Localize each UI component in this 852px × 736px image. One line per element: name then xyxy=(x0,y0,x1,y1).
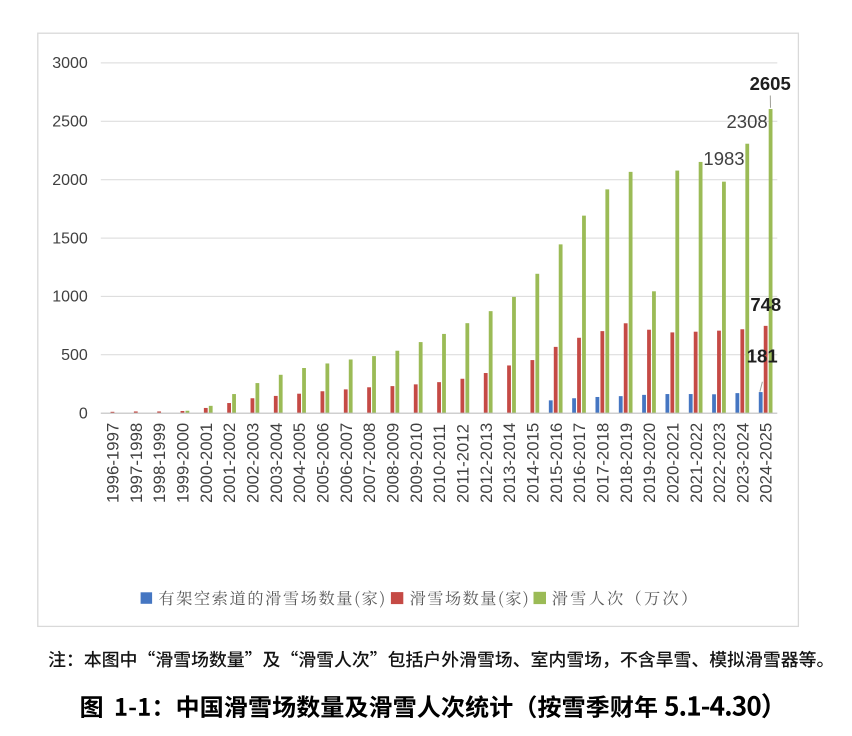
svg-text:2002-2003: 2002-2003 xyxy=(244,423,263,503)
svg-text:3000: 3000 xyxy=(52,55,88,72)
svg-text:0: 0 xyxy=(79,405,88,422)
svg-text:2023-2024: 2023-2024 xyxy=(733,423,752,503)
svg-text:2006-2007: 2006-2007 xyxy=(337,423,356,503)
svg-text:2008-2009: 2008-2009 xyxy=(384,423,403,503)
svg-text:1983: 1983 xyxy=(703,148,744,169)
svg-text:2013-2014: 2013-2014 xyxy=(500,423,519,503)
svg-text:2022-2023: 2022-2023 xyxy=(710,423,729,503)
svg-text:1999-2000: 1999-2000 xyxy=(174,423,193,503)
svg-text:2015-2016: 2015-2016 xyxy=(547,423,566,503)
svg-text:1997-1998: 1997-1998 xyxy=(127,423,146,503)
svg-text:2024-2025: 2024-2025 xyxy=(757,423,776,503)
svg-text:2007-2008: 2007-2008 xyxy=(360,423,379,503)
svg-text:748: 748 xyxy=(750,294,781,315)
svg-text:181: 181 xyxy=(747,346,778,367)
svg-text:2009-2010: 2009-2010 xyxy=(407,423,426,503)
svg-text:2020-2021: 2020-2021 xyxy=(663,423,682,503)
svg-text:2001-2002: 2001-2002 xyxy=(220,423,239,503)
svg-text:2014-2015: 2014-2015 xyxy=(524,423,543,503)
svg-text:1996-1997: 1996-1997 xyxy=(104,423,123,503)
svg-text:2003-2004: 2003-2004 xyxy=(267,423,286,503)
svg-text:2016-2017: 2016-2017 xyxy=(570,423,589,503)
svg-text:2019-2020: 2019-2020 xyxy=(640,423,659,503)
svg-text:2011-2012: 2011-2012 xyxy=(454,424,473,503)
svg-text:2000: 2000 xyxy=(52,172,88,189)
svg-text:2010-2011: 2010-2011 xyxy=(430,424,449,503)
svg-text:2018-2019: 2018-2019 xyxy=(617,423,636,503)
svg-text:2012-2013: 2012-2013 xyxy=(477,423,496,503)
svg-text:2308: 2308 xyxy=(727,111,768,132)
svg-text:2017-2018: 2017-2018 xyxy=(593,423,612,503)
svg-text:500: 500 xyxy=(61,347,88,364)
svg-text:1500: 1500 xyxy=(52,230,88,247)
svg-text:2021-2022: 2021-2022 xyxy=(687,423,706,503)
svg-text:1998-1999: 1998-1999 xyxy=(150,423,169,503)
svg-text:1000: 1000 xyxy=(52,289,88,306)
svg-text:2000-2001: 2000-2001 xyxy=(197,423,216,503)
svg-text:2500: 2500 xyxy=(52,114,88,131)
svg-text:2004-2005: 2004-2005 xyxy=(290,423,309,503)
svg-text:2605: 2605 xyxy=(750,73,791,94)
svg-text:2005-2006: 2005-2006 xyxy=(314,423,333,503)
